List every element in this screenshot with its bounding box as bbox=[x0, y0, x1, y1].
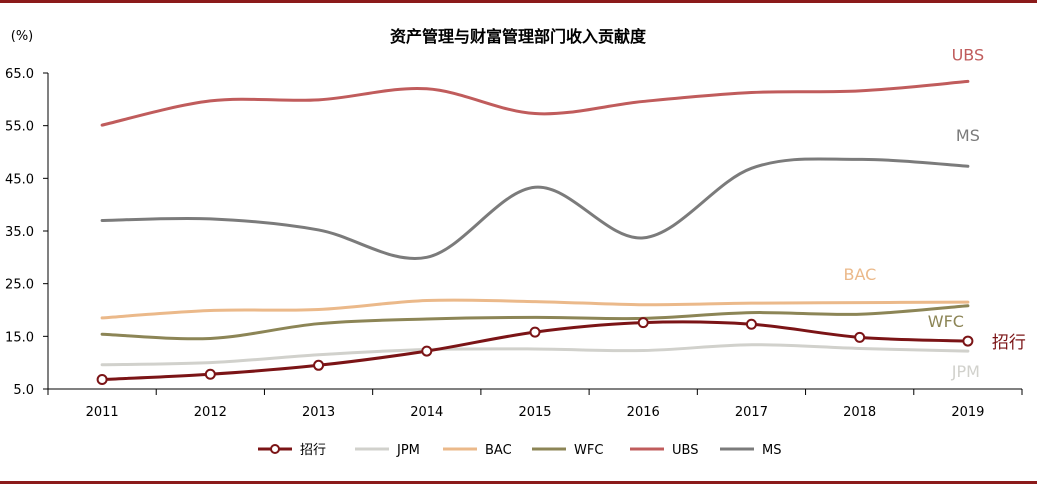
y-tick-label: 25.0 bbox=[5, 278, 34, 293]
series-line-MS bbox=[100, 157, 970, 260]
end-label-BAC: BAC bbox=[843, 265, 876, 284]
y-axis: 5.0 15.0 25.0 35.0 45.0 55.0 65.0 bbox=[5, 67, 49, 398]
y-tick-label: 65.0 bbox=[5, 67, 34, 82]
series-line-JPM bbox=[100, 343, 970, 367]
legend-label-招行: 招行 bbox=[300, 443, 326, 458]
legend-label-MS: MS bbox=[762, 443, 781, 458]
data-point-招行 bbox=[529, 326, 541, 338]
legend-marker-招行 bbox=[270, 444, 280, 454]
x-tick-label: 2018 bbox=[843, 405, 876, 420]
data-point-招行 bbox=[96, 374, 108, 386]
end-label-WFC: WFC bbox=[928, 312, 964, 331]
x-tick-label: 2012 bbox=[194, 405, 227, 420]
x-tick-label: 2017 bbox=[735, 405, 768, 420]
data-point-招行 bbox=[637, 317, 649, 329]
x-tick-label: 2019 bbox=[951, 405, 984, 420]
end-label-MS: MS bbox=[956, 126, 980, 145]
x-tick-label: 2011 bbox=[86, 405, 119, 420]
legend-label-UBS: UBS bbox=[672, 443, 698, 458]
top-rule bbox=[0, 0, 1037, 3]
end-labels: UBS MS BAC WFC 招行 JPM bbox=[843, 45, 1025, 381]
legend-label-WFC: WFC bbox=[574, 443, 603, 458]
y-tick-label: 15.0 bbox=[5, 330, 34, 345]
bottom-rule bbox=[0, 481, 1037, 484]
series-layer bbox=[96, 79, 974, 386]
data-point-招行 bbox=[204, 368, 216, 380]
end-label-UBS: UBS bbox=[952, 45, 985, 64]
y-tick-label: 5.0 bbox=[13, 383, 34, 398]
legend-label-JPM: JPM bbox=[396, 443, 420, 458]
legend: 招行 JPM BAC WFC UBS MS bbox=[258, 443, 781, 458]
x-tick-label: 2013 bbox=[302, 405, 335, 420]
data-point-招行 bbox=[962, 335, 974, 347]
x-tick-label: 2016 bbox=[627, 405, 660, 420]
y-tick-label: 45.0 bbox=[5, 172, 34, 187]
legend-label-BAC: BAC bbox=[485, 443, 512, 458]
data-point-招行 bbox=[745, 318, 757, 330]
chart-title: 资产管理与财富管理部门收入贡献度 bbox=[390, 27, 647, 46]
series-line-WFC bbox=[100, 304, 970, 341]
series-line-BAC bbox=[100, 298, 970, 320]
x-axis: 2011 2012 2013 2014 2015 2016 2017 2018 2019 bbox=[47, 388, 1023, 420]
x-tick-label: 2014 bbox=[410, 405, 443, 420]
end-label-招行: 招行 bbox=[992, 333, 1026, 353]
data-point-招行 bbox=[854, 331, 866, 343]
y-axis-unit: (%) bbox=[11, 29, 34, 44]
y-tick-label: 35.0 bbox=[5, 225, 34, 240]
end-label-JPM: JPM bbox=[951, 362, 980, 381]
data-point-招行 bbox=[313, 359, 325, 371]
y-tick-label: 55.0 bbox=[5, 120, 34, 135]
data-point-招行 bbox=[421, 345, 433, 357]
series-line-UBS bbox=[100, 79, 970, 127]
x-tick-label: 2015 bbox=[518, 405, 551, 420]
